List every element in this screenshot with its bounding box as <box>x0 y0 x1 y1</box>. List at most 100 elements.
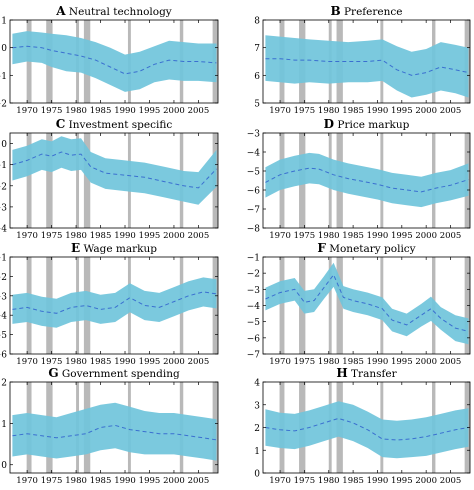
x-tick-label: 1995 <box>139 106 161 116</box>
panel-name: Preference <box>341 6 403 18</box>
confidence-band <box>12 136 217 205</box>
y-tick-label: −5 <box>0 331 7 341</box>
panel-name: Price markup <box>334 119 410 131</box>
panel-title: E Wage markup <box>71 241 157 255</box>
y-tick-label: 6 <box>254 72 260 82</box>
x-tick-label: 2005 <box>188 476 210 486</box>
y-tick-label: −3 <box>247 286 261 296</box>
y-tick-label: −6 <box>247 334 261 344</box>
y-tick-label: −1 <box>0 254 7 264</box>
y-tick-label: 7 <box>254 44 260 54</box>
x-tick-label: 1995 <box>139 231 161 241</box>
y-tick-label: −4 <box>247 302 261 312</box>
recession-bar <box>279 257 285 354</box>
y-tick-label: 0 <box>254 470 260 480</box>
confidence-band <box>265 35 469 98</box>
x-tick-label: 1970 <box>16 231 38 241</box>
x-tick-label: 1975 <box>41 231 63 241</box>
panel-name: Wage markup <box>80 243 157 255</box>
y-tick-label: −5 <box>247 168 261 178</box>
x-tick-label: 2000 <box>415 231 437 241</box>
x-tick-label: 1985 <box>342 476 364 486</box>
x-tick-label: 2005 <box>440 476 462 486</box>
panel-letter: B <box>331 4 341 18</box>
x-tick-label: 1970 <box>269 106 291 116</box>
panel-title: G Government spending <box>48 366 180 380</box>
x-tick-label: 1995 <box>139 476 161 486</box>
x-tick-label: 1970 <box>16 476 38 486</box>
y-tick-label: 0 <box>1 140 7 150</box>
mean-line <box>12 291 217 314</box>
x-tick-label: 1985 <box>90 476 112 486</box>
recession-bar <box>26 133 32 228</box>
y-tick-label: −7 <box>247 351 261 361</box>
panel-letter: G <box>48 366 58 380</box>
y-tick-label: 2 <box>254 424 260 434</box>
confidence-band <box>12 402 217 461</box>
panel-e: −6 −5 −4 −3 −2 −1 1970197519801985199019952000… <box>0 241 219 367</box>
x-tick-label: 2005 <box>440 357 462 367</box>
x-tick-label: 1990 <box>367 357 389 367</box>
panel-letter: F <box>317 241 326 255</box>
y-tick-label: −3 <box>0 292 7 302</box>
panel-title: D Price markup <box>324 117 410 131</box>
panel-title: C Investment specific <box>56 117 173 131</box>
x-tick-label: 1980 <box>65 231 87 241</box>
x-tick-label: 1985 <box>90 231 112 241</box>
x-tick-label: 1980 <box>65 357 87 367</box>
x-tick-label: 1985 <box>90 106 112 116</box>
x-tick-label: 2000 <box>163 231 185 241</box>
mean-line <box>265 167 469 193</box>
x-tick-label: 1990 <box>367 476 389 486</box>
y-tick-label: 4 <box>254 379 260 389</box>
axes-frame <box>9 132 219 229</box>
confidence-band <box>12 31 217 92</box>
recession-bar <box>76 133 80 228</box>
panel-letter: C <box>56 117 66 131</box>
panel-b: 5 6 7 8 1970 1975 1980 1985 1990 1995 2000 2005 B Pr… <box>254 4 471 116</box>
axes-frame <box>9 256 219 355</box>
x-tick-label: 1975 <box>294 357 316 367</box>
y-tick-label: −3 <box>0 203 7 213</box>
x-tick-label: 1990 <box>114 231 136 241</box>
x-tick-label: 1975 <box>294 476 316 486</box>
x-tick-label: 1985 <box>342 357 364 367</box>
x-tick-label: 1995 <box>391 231 413 241</box>
y-tick-label: −4 <box>247 149 261 159</box>
panel-letter: D <box>324 117 334 131</box>
y-tick-label: −4 <box>0 225 7 235</box>
y-tick-label: 5 <box>254 100 260 110</box>
x-tick-label: 1980 <box>318 106 340 116</box>
x-tick-label: 2005 <box>188 357 210 367</box>
y-tick-label: 0 <box>1 461 7 471</box>
x-tick-label: 1985 <box>342 231 364 241</box>
x-tick-label: 1975 <box>41 357 63 367</box>
y-tick-label: −1 <box>247 254 260 264</box>
recession-bar <box>83 133 91 228</box>
y-tick-label: −2 <box>0 100 7 110</box>
x-tick-label: 1985 <box>90 357 112 367</box>
axes-frame <box>9 19 219 104</box>
x-tick-label: 2000 <box>163 476 185 486</box>
x-tick-label: 1995 <box>139 357 161 367</box>
recession-bar <box>328 257 332 354</box>
x-tick-label: 1970 <box>269 476 291 486</box>
y-tick-label: 3 <box>254 401 260 411</box>
mean-line <box>265 273 469 332</box>
panel-title: A Neutral technology <box>55 4 172 18</box>
x-tick-label: 2000 <box>415 357 437 367</box>
x-tick-label: 2005 <box>440 231 462 241</box>
panel-name: Transfer <box>348 368 398 380</box>
x-tick-label: 1970 <box>269 231 291 241</box>
y-tick-label: 8 <box>254 17 260 27</box>
x-tick-label: 1990 <box>114 476 136 486</box>
y-tick-label: −1 <box>0 161 7 171</box>
x-tick-label: 2005 <box>188 231 210 241</box>
x-tick-label: 1980 <box>318 476 340 486</box>
y-tick-label: 2 <box>1 379 7 389</box>
x-tick-label: 1970 <box>16 357 38 367</box>
x-tick-label: 2000 <box>163 357 185 367</box>
panel-g: 0 1 2 1970 1975 1980 1985 1990 1995 2000 2005 G Gov… <box>1 366 219 486</box>
